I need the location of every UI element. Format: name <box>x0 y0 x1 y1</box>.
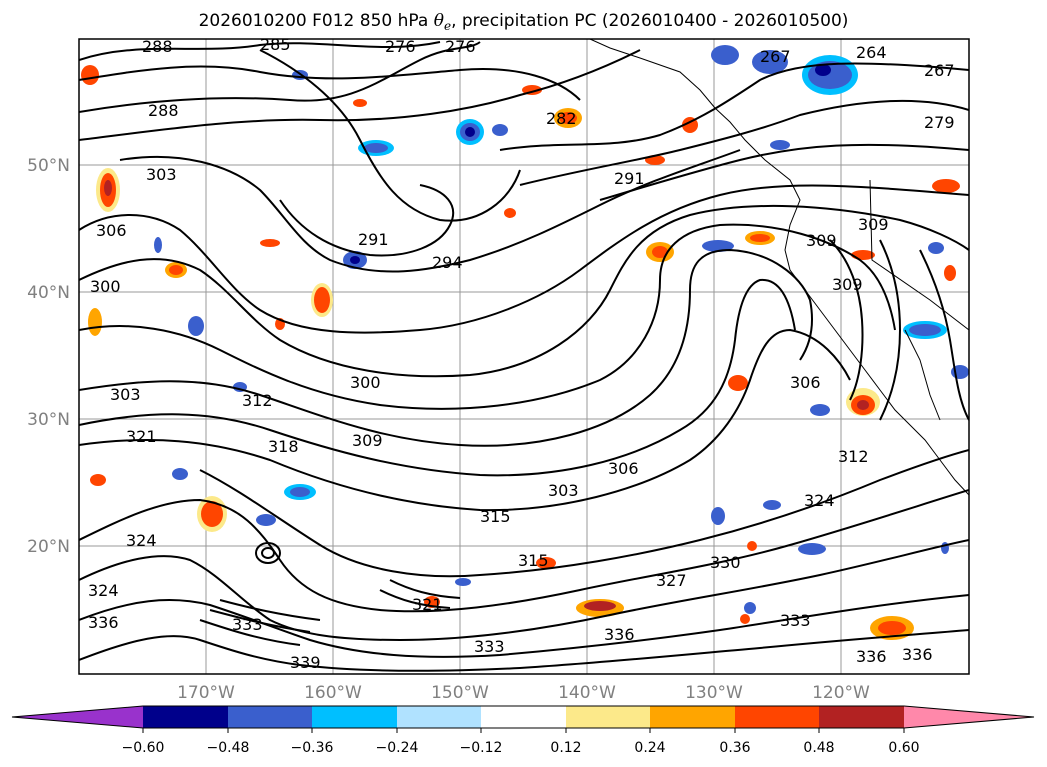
contour-label: 276 <box>385 37 416 56</box>
colorbar-tick: −0.12 <box>460 740 503 756</box>
colorbar-extend-high <box>904 706 1034 728</box>
contour-label: 312 <box>838 447 869 466</box>
contour-label: 309 <box>858 215 889 234</box>
lon-label: 120°W <box>812 683 870 703</box>
colorbar-tick: 0.48 <box>803 740 834 756</box>
colorbar-tick: −0.60 <box>122 740 165 756</box>
theta-e-contours <box>79 41 969 672</box>
map-frame <box>78 38 970 675</box>
contour-label: 303 <box>110 385 141 404</box>
lat-label: 30°N <box>27 410 70 430</box>
positive-precip-anomaly <box>81 65 960 640</box>
contour-label: 300 <box>90 277 121 296</box>
contour-label: 282 <box>546 109 577 128</box>
contour-label: 264 <box>856 43 887 62</box>
contour-label: 291 <box>614 169 645 188</box>
colorbar-extend-low <box>12 706 143 728</box>
contour-label: 291 <box>358 230 389 249</box>
contour-label: 333 <box>232 615 263 634</box>
contour-label: 321 <box>126 427 157 446</box>
colorbar-segment <box>397 706 481 728</box>
contour-label: 309 <box>806 231 837 250</box>
contour-label: 267 <box>924 61 955 80</box>
colorbar-tick: 0.36 <box>719 740 750 756</box>
contour-label: 306 <box>790 373 821 392</box>
contour-label: 315 <box>480 507 511 526</box>
colorbar-tick: 0.60 <box>888 740 919 756</box>
contour-label: 333 <box>474 637 505 656</box>
contour-label: 336 <box>856 647 887 666</box>
contour-label: 267 <box>760 47 791 66</box>
lon-label: 140°W <box>558 683 616 703</box>
contour-label: 303 <box>548 481 579 500</box>
contour-label: 321 <box>412 595 443 614</box>
lon-label: 150°W <box>431 683 489 703</box>
contour-label: 315 <box>518 551 549 570</box>
contour-label: 285 <box>260 35 291 54</box>
contour-label: 309 <box>832 275 863 294</box>
contour-label: 324 <box>88 581 119 600</box>
colorbar-segment <box>312 706 397 728</box>
colorbar-segment <box>228 706 312 728</box>
contour-label: 330 <box>710 553 741 572</box>
contour-label: 324 <box>126 531 157 550</box>
contour-label: 336 <box>604 625 635 644</box>
lon-label: 160°W <box>304 683 362 703</box>
contour-label: 288 <box>142 37 173 56</box>
contour-label: 339 <box>290 653 321 672</box>
colorbar-segment <box>481 706 566 728</box>
colorbar-segment <box>819 706 904 728</box>
colorbar-tick: 0.24 <box>634 740 665 756</box>
contour-label: 318 <box>268 437 299 456</box>
contour-label: 306 <box>608 459 639 478</box>
contour-label: 309 <box>352 431 383 450</box>
coastline <box>589 39 969 496</box>
lat-label: 20°N <box>27 537 70 557</box>
map-title: 2026010200 F012 850 hPa θe, precipitatio… <box>198 11 849 34</box>
contour-label: 327 <box>656 571 687 590</box>
longitude-labels: 170°W 160°W 150°W 140°W 130°W 120°W <box>177 683 870 703</box>
colorbar-segment <box>650 706 735 728</box>
colorbar-tick: 0.12 <box>550 740 581 756</box>
contour-label: 300 <box>350 373 381 392</box>
contour-label: 333 <box>780 611 811 630</box>
negative-precip-anomaly <box>154 45 969 614</box>
colorbar-segment <box>566 706 650 728</box>
colorbar: −0.60 −0.48 −0.36 −0.24 −0.12 0.12 0.24 … <box>11 705 1035 756</box>
latitude-labels: 50°N 40°N 30°N 20°N <box>27 156 70 557</box>
lat-label: 40°N <box>27 283 70 303</box>
contour-label: 279 <box>924 113 955 132</box>
contour-label: 336 <box>902 645 933 664</box>
contour-label: 312 <box>242 391 273 410</box>
contour-label: 306 <box>96 221 127 240</box>
precip-blobs <box>81 45 969 640</box>
graticule <box>79 39 969 674</box>
colorbar-segment <box>143 706 228 728</box>
colorbar-tick: −0.48 <box>207 740 250 756</box>
lon-label: 170°W <box>177 683 235 703</box>
colorbar-tick: −0.24 <box>376 740 419 756</box>
map-area <box>79 39 969 674</box>
lat-label: 50°N <box>27 156 70 176</box>
colorbar-segment <box>735 706 819 728</box>
contour-label: 336 <box>88 613 119 632</box>
colorbar-tick: −0.36 <box>291 740 334 756</box>
lon-label: 130°W <box>685 683 743 703</box>
contour-label: 288 <box>148 101 179 120</box>
contour-label: 276 <box>445 37 476 56</box>
contour-label: 324 <box>804 491 835 510</box>
contour-label: 303 <box>146 165 177 184</box>
contour-label: 294 <box>432 253 463 272</box>
